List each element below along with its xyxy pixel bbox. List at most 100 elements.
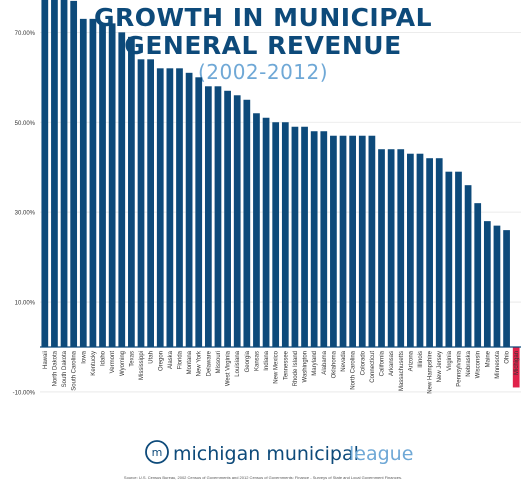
bar-chart: -10.00%10.00%30.00%50.00%70.00%90.00%110… [13,0,521,397]
bar-tennessee [281,122,289,347]
chart-title-line2: GENERAL REVENUE [124,31,402,60]
x-tick-label: Kentucky [91,351,97,376]
svg-text:m: m [152,446,163,459]
bar-new-york [195,77,203,348]
y-tick-label: -10.00% [13,390,36,396]
x-tick-label: Hawaii [43,351,49,369]
bar-massachusetts [397,149,405,347]
bar-montana [185,72,193,348]
y-tick-label: 70.00% [15,31,36,37]
bar-illinois [416,153,424,347]
bar-utah [147,59,154,347]
x-tick-label: Nevada [341,350,347,371]
x-tick-label: Iowa [81,350,87,363]
bar-kentucky [89,18,97,348]
logo-text-accent: league [349,443,414,465]
bar-new-mexico [272,122,280,347]
source-note: Source: U.S. Census Bureau, 2002 Census … [123,475,403,480]
x-tick-label: Ohio [505,350,511,363]
bar-new-jersey [435,158,443,347]
x-tick-label: Texas [129,351,135,367]
x-tick-label: Washington [303,351,309,382]
x-tick-label: Alabama [322,350,328,374]
x-tick-label: Missouri [216,351,222,373]
x-tick-label: New Jersey [437,351,443,382]
bar-michigan [512,347,520,388]
bar-minnesota [493,225,501,347]
x-tick-label: Rhode Island [293,351,299,386]
logo-text-main: michigan municipal [173,443,359,465]
bar-arkansas [387,149,395,347]
bar-idaho [99,23,106,348]
bar-south-dakota [60,0,68,347]
bar-pennsylvania [455,171,462,347]
bar-rhode-island [291,126,299,348]
bar-delaware [204,86,212,347]
x-tick-label: Vermont [110,351,116,374]
bar-washington [301,126,308,348]
x-tick-label: North Dakota [52,350,58,386]
x-tick-label: Montana [187,350,193,374]
x-tick-label: South Carolina [72,350,78,390]
x-tick-label: Connecticut [370,351,376,383]
bar-oklahoma [330,135,337,347]
y-tick-label: 10.00% [15,301,36,307]
bars [41,0,520,388]
bar-maine [483,221,491,347]
x-tick-label: West Virginia [226,350,232,386]
x-tick-label: Idaho [101,350,107,366]
bar-georgia [243,99,251,348]
bar-north-dakota [51,0,58,347]
x-tick-label: New Hampshire [428,350,434,393]
x-tick-label: South Dakota [62,350,68,387]
x-tick-label: North Carolina [351,350,357,389]
bar-louisiana [233,95,241,347]
bar-colorado [358,135,366,347]
bar-nevada [339,135,347,347]
x-tick-label: Michigan [514,351,520,375]
y-tick-label: 50.00% [15,121,36,127]
bar-new-hampshire [426,158,433,347]
x-tick-label: Maryland [312,351,318,376]
bar-mississippi [137,59,145,347]
bar-wisconsin [474,203,482,347]
x-tick-label: Alaska [168,350,174,369]
bar-nebraska [464,185,472,347]
bar-west-virginia [224,90,231,347]
x-axis-tick-labels: Hawaii North Dakota South Dakota South Caro… [43,350,520,394]
x-tick-label: Tennessee [283,350,289,380]
bar-connecticut [368,135,376,347]
bar-florida [176,68,183,347]
bar-south-carolina [70,0,78,347]
bar-virginia [445,171,453,347]
bar-ohio [503,230,510,347]
bar-texas [128,36,135,347]
x-tick-label: Florida [177,350,183,369]
bar-vermont [108,23,116,348]
y-tick-label: 30.00% [15,211,36,217]
bar-alaska [166,68,174,347]
x-tick-label: Utah [149,351,155,364]
x-tick-label: Pennsylvania [456,350,462,386]
x-tick-label: Kansas [254,351,260,371]
x-tick-label: Indiana [264,350,270,370]
x-tick-label: Wisconsin [476,351,482,378]
x-tick-label: New Mexico [274,350,280,383]
bar-arizona [407,153,414,347]
bar-kansas [253,113,260,347]
y-axis-tick-labels: -10.00%10.00%30.00%50.00%70.00%90.00%110… [13,31,36,397]
x-tick-label: Massachusetts [399,351,405,391]
x-tick-label: Minnesota [495,350,501,378]
x-tick-label: Maine [485,350,491,367]
x-tick-label: California [380,350,386,376]
bar-maryland [310,131,318,347]
bar-missouri [214,86,222,347]
x-tick-label: Oregon [158,351,164,371]
x-tick-label: Mississippi [139,351,145,380]
chart-subtitle-years: (2002-2012) [197,60,329,84]
bar-oregon [156,68,164,347]
mml-logo: m michigan municipal league [143,438,413,468]
x-tick-label: New York [197,350,203,376]
x-tick-label: Georgia [245,350,251,372]
x-tick-label: Colorado [360,350,366,375]
